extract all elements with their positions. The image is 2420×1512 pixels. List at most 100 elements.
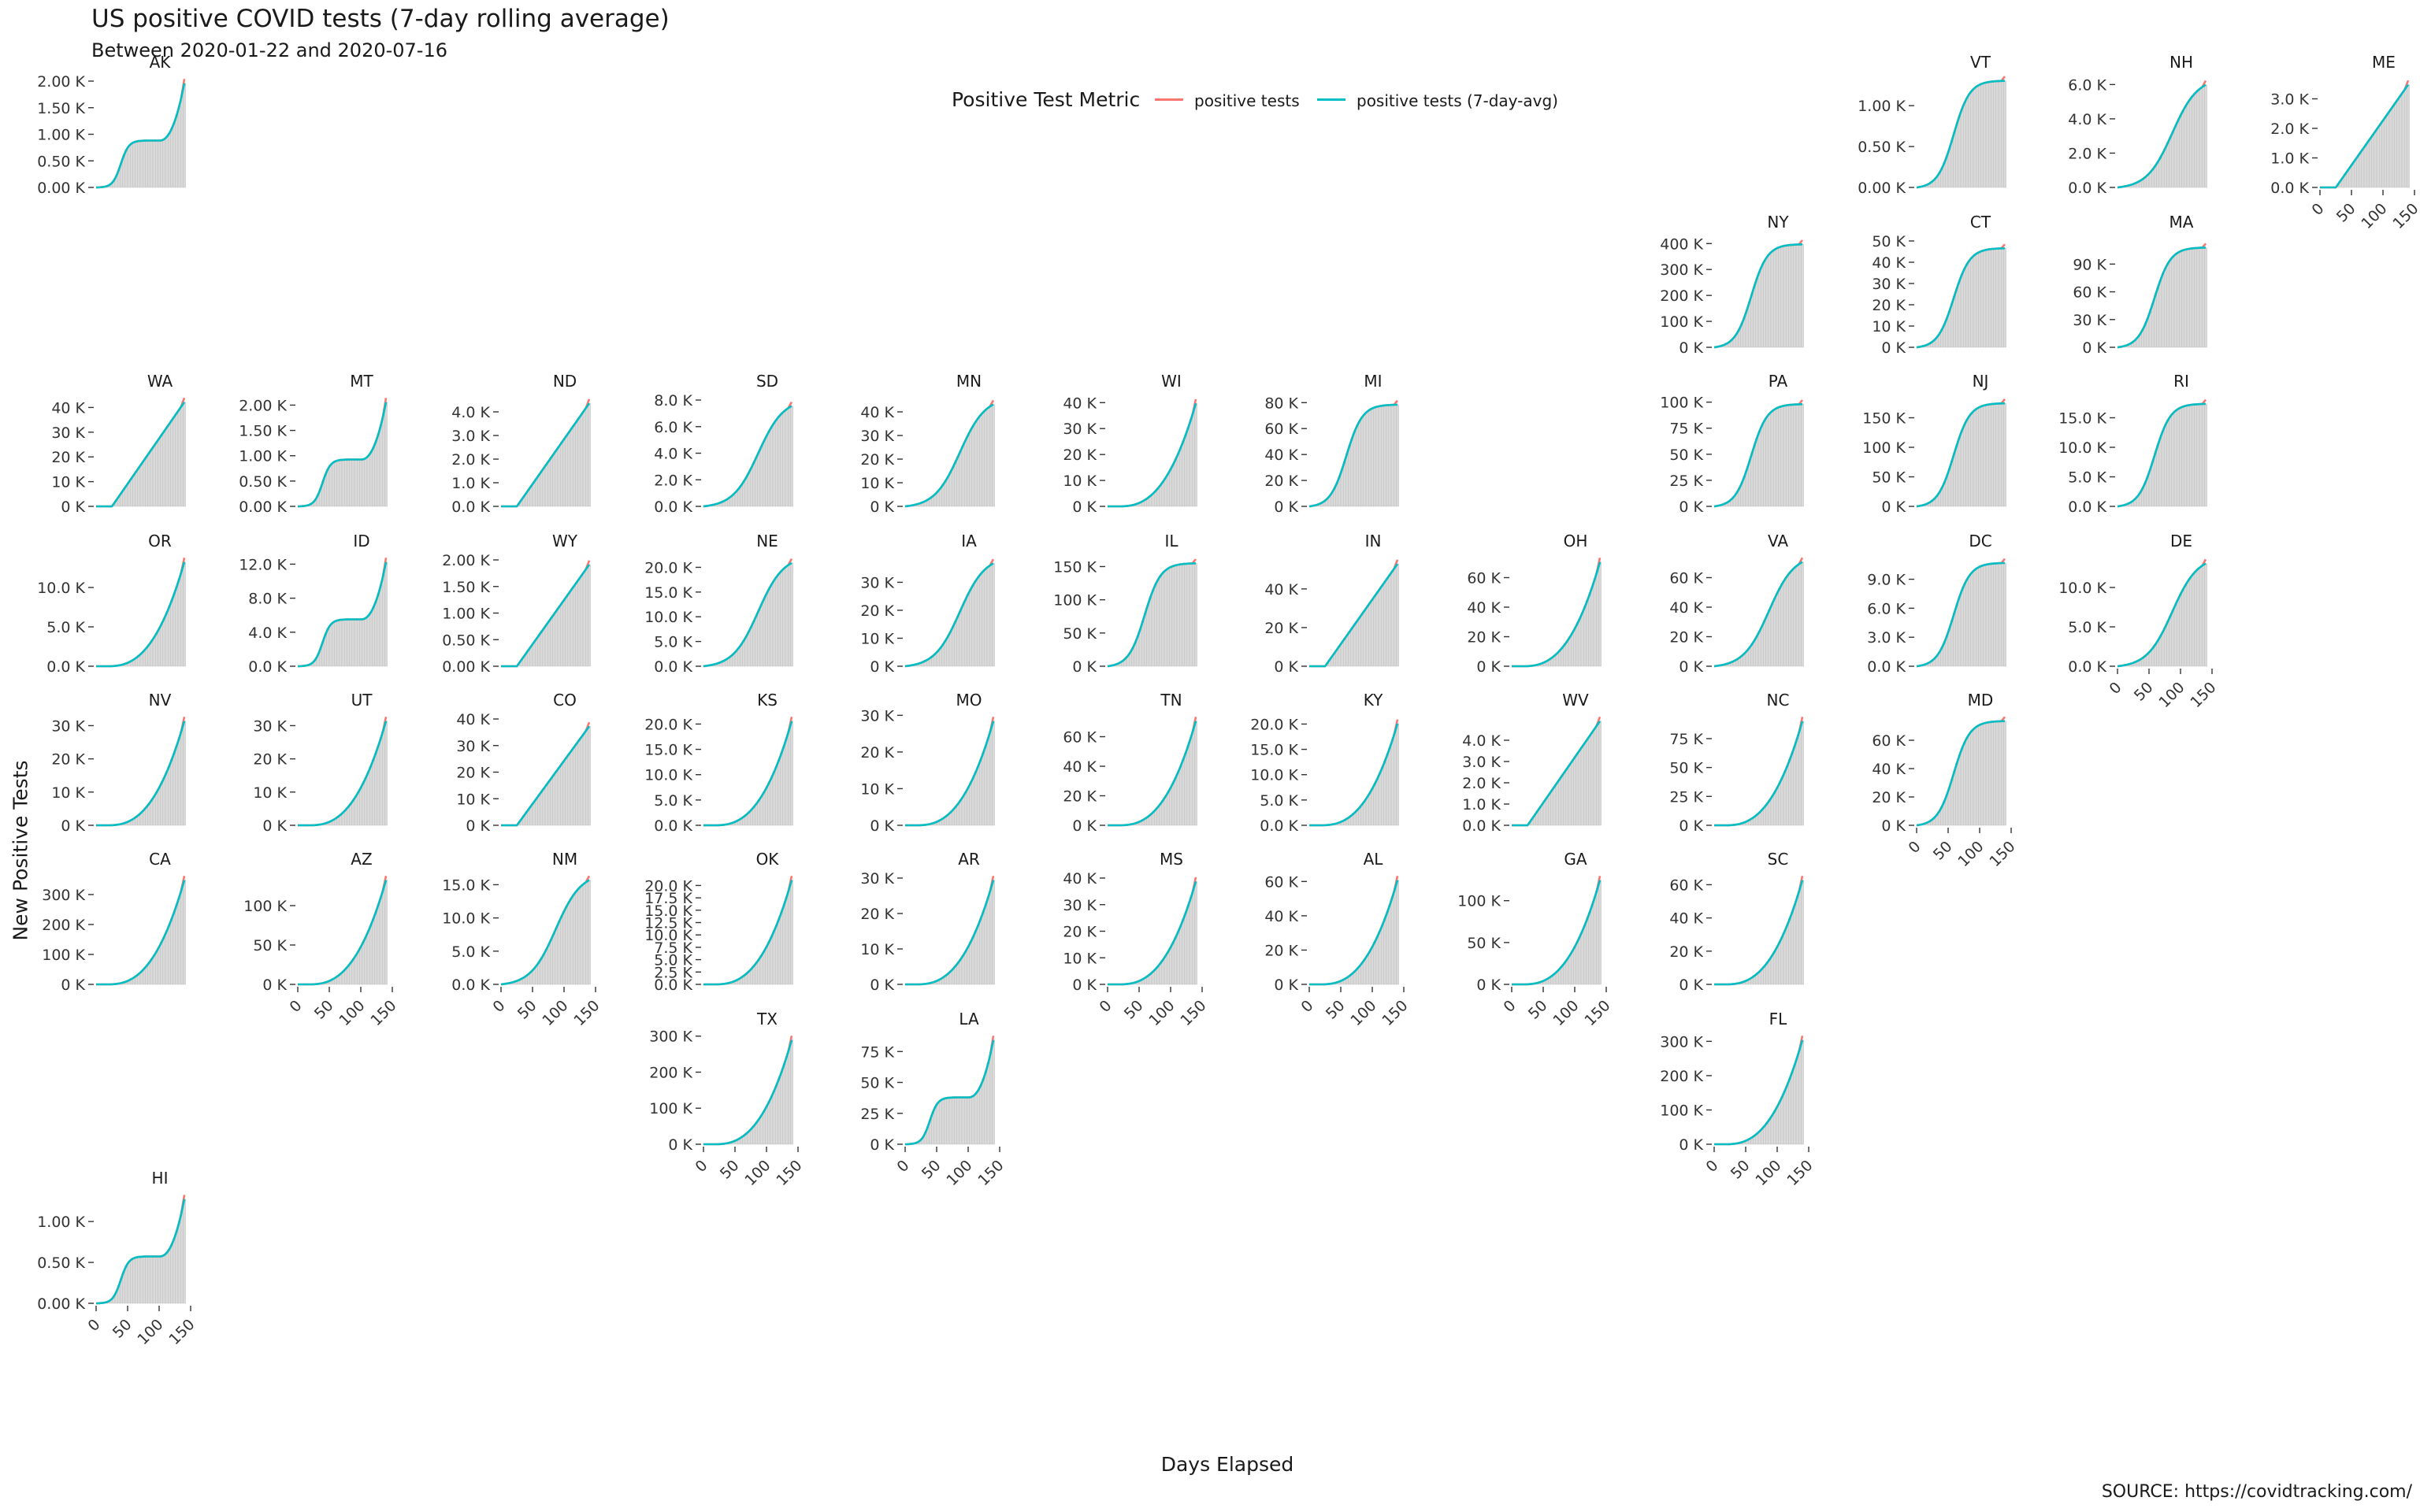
bar: [2186, 405, 2190, 507]
bar: [183, 880, 186, 985]
bar: [1174, 565, 1178, 667]
y-tick-label: 30 K: [860, 574, 894, 591]
bar: [969, 1096, 972, 1145]
bar: [152, 445, 156, 507]
bar: [2378, 124, 2382, 188]
bar: [1563, 644, 1566, 667]
bar: [170, 420, 173, 507]
y-tick-label: 0 K: [870, 658, 894, 676]
bar: [961, 796, 965, 826]
bar: [173, 911, 176, 985]
panel-title-in: IN: [1365, 532, 1382, 550]
panel-pa: PA 0 K 25 K 50 K 75 K 100 K: [1660, 372, 1804, 516]
x-tick-label: 50: [1525, 997, 1551, 1023]
y-tick-label: 200 K: [42, 917, 85, 934]
bar: [382, 888, 385, 985]
bar: [2188, 98, 2192, 188]
bar: [2371, 134, 2375, 188]
y-tick-label: 10 K: [860, 780, 894, 798]
bar: [2394, 102, 2397, 188]
bar: [778, 1078, 781, 1145]
panel-ny: NY 0 K 100 K 200 K 300 K 400 K: [1660, 213, 1804, 357]
x-tick-label: 100: [2155, 679, 2188, 711]
bar: [570, 589, 573, 667]
y-tick-label: 30 K: [51, 717, 85, 735]
bar: [2199, 247, 2203, 348]
bar: [1783, 579, 1787, 667]
line-positive-tests-7day-ok: [703, 880, 793, 986]
y-tick-label: 20 K: [1669, 629, 1703, 647]
y-tick-label: 0.0 K: [654, 817, 692, 835]
y-tick-label: 0 K: [1274, 498, 1298, 516]
bar: [780, 911, 783, 985]
bar: [1184, 752, 1187, 826]
bar: [1338, 646, 1342, 667]
bar: [532, 482, 536, 507]
bar: [347, 459, 350, 507]
bar: [1765, 1122, 1769, 1145]
y-tick-label: 100 K: [1660, 1102, 1703, 1119]
bar: [1980, 724, 1984, 826]
bar: [752, 806, 755, 826]
x-tick-label: 150: [773, 1157, 805, 1189]
bar: [788, 407, 791, 507]
bar: [974, 580, 978, 667]
bar: [351, 619, 355, 667]
bar: [2161, 631, 2165, 667]
bar: [1975, 253, 1979, 348]
bar: [772, 1091, 776, 1145]
x-tick-label: 150: [367, 997, 399, 1029]
bar: [1388, 904, 1392, 985]
bar: [1598, 721, 1602, 826]
bar: [129, 143, 133, 188]
line-positive-tests-7day-ri: [2117, 402, 2206, 508]
bar: [1390, 570, 1394, 667]
line-positive-tests-7day-hi: [96, 1199, 186, 1305]
bar: [1750, 453, 1754, 507]
bar: [1757, 271, 1761, 348]
bar: [2163, 268, 2167, 348]
bar: [328, 465, 332, 507]
bar: [1368, 602, 1371, 667]
bar: [150, 959, 154, 985]
bar: [339, 619, 343, 667]
bar: [1383, 918, 1386, 985]
bar: [1975, 86, 1979, 188]
legend-item-positive-tests-7day: positive tests (7-day-avg): [1317, 91, 1558, 110]
bar: [588, 726, 591, 826]
bar: [1169, 469, 1172, 507]
y-tick-label: 20 K: [1467, 629, 1501, 647]
bar: [967, 788, 970, 826]
bar: [1363, 800, 1367, 826]
bar: [778, 759, 781, 826]
y-tick-label: 20 K: [1669, 943, 1703, 961]
bar: [354, 619, 358, 667]
bar: [162, 618, 166, 667]
bar: [1793, 404, 1797, 507]
bar: [1396, 723, 1399, 826]
y-tick-label: 20 K: [1264, 620, 1298, 637]
bar: [1171, 782, 1175, 826]
bar: [1988, 81, 1991, 188]
bar: [757, 1119, 761, 1145]
bar: [552, 774, 555, 826]
bar: [1194, 563, 1197, 667]
line-positive-tests-7day-fl: [1714, 1040, 1804, 1146]
bar: [785, 409, 789, 507]
bar: [770, 584, 774, 667]
y-tick-label: 12.0 K: [239, 556, 287, 573]
y-tick-label: 0 K: [1881, 817, 1906, 835]
y-tick-label: 4.0 K: [654, 446, 692, 463]
bar: [778, 573, 781, 667]
panel-wv: WV 0.0 K 1.0 K 2.0 K 3.0 K 4.0 K: [1462, 691, 1602, 835]
bar: [1159, 575, 1162, 667]
x-tick-label: 50: [2333, 200, 2359, 226]
bar: [737, 647, 740, 667]
y-tick-label: 100 K: [1862, 439, 1906, 457]
y-tick-label: 2.00 K: [37, 73, 85, 91]
bar: [165, 613, 169, 667]
bar: [580, 575, 584, 667]
bar: [1970, 257, 1974, 348]
bar: [177, 409, 181, 507]
